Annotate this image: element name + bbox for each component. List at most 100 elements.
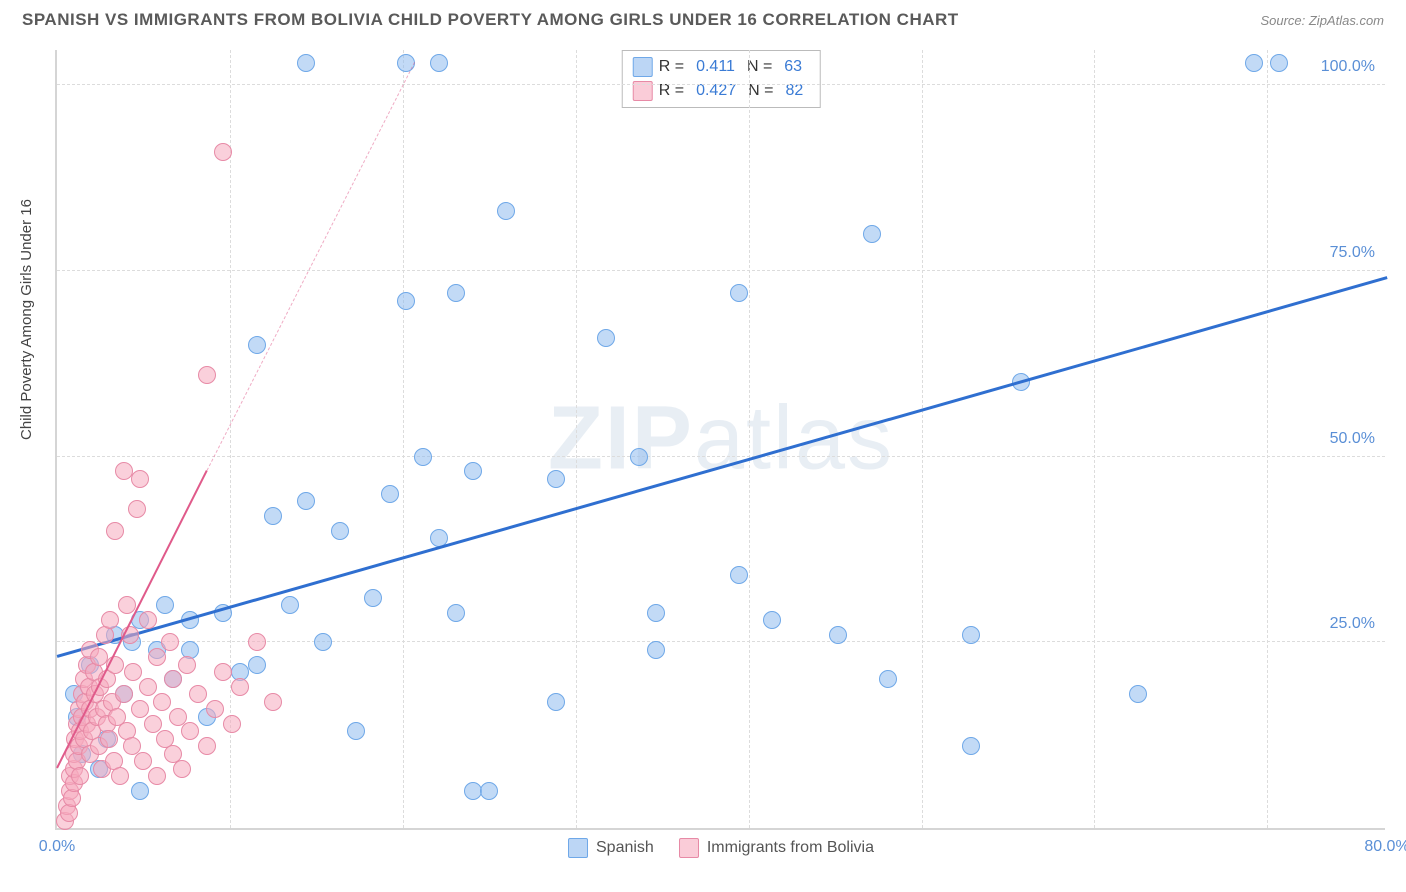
data-point [161,633,179,651]
data-point [139,678,157,696]
data-point [100,730,118,748]
data-point [962,626,980,644]
data-point [206,700,224,718]
correlation-legend: R = 0.411 N = 63 R =0.427N =82 [622,50,821,108]
data-point [364,589,382,607]
legend-label: Spanish [596,839,654,857]
data-point [164,670,182,688]
data-point [198,737,216,755]
data-point [397,292,415,310]
series-legend: Spanish Immigrants from Bolivia [568,838,874,858]
gridline-h [57,84,1385,85]
data-point [173,760,191,778]
data-point [124,663,142,681]
data-point [879,670,897,688]
data-point [156,596,174,614]
data-point [131,700,149,718]
data-point [115,685,133,703]
y-tick-label: 50.0% [1330,430,1375,448]
data-point [1270,54,1288,72]
y-tick-label: 25.0% [1330,615,1375,633]
y-tick-label: 100.0% [1321,58,1375,76]
gridline-v [230,50,231,828]
data-point [131,470,149,488]
data-point [153,693,171,711]
x-tick-label: 80.0% [1364,838,1406,856]
data-point [447,284,465,302]
data-point [248,336,266,354]
legend-swatch [633,57,653,77]
data-point [480,782,498,800]
data-point [414,448,432,466]
data-point [863,225,881,243]
data-point [139,611,157,629]
data-point [106,522,124,540]
data-point [178,656,196,674]
data-point [314,633,332,651]
data-point [264,693,282,711]
data-point [962,737,980,755]
data-point [464,462,482,480]
gridline-v [749,50,750,828]
r-label: R = [659,58,684,76]
data-point [497,202,515,220]
data-point [115,462,133,480]
gridline-v [922,50,923,828]
gridline-v [1267,50,1268,828]
data-point [148,767,166,785]
gridline-v [576,50,577,828]
data-point [214,143,232,161]
data-point [181,722,199,740]
data-point [248,633,266,651]
y-axis-label: Child Poverty Among Girls Under 16 [18,199,35,440]
legend-row: R =0.427N =82 [633,79,810,103]
r-value: 0.411 [696,58,735,76]
n-value: 63 [784,58,802,76]
data-point [281,596,299,614]
data-point [248,656,266,674]
trend-line [57,276,1388,657]
data-point [647,604,665,622]
trend-line-extension [206,62,415,471]
data-point [381,485,399,503]
data-point [547,693,565,711]
gridline-h [57,456,1385,457]
data-point [111,767,129,785]
header: SPANISH VS IMMIGRANTS FROM BOLIVIA CHILD… [0,0,1406,34]
legend-item: Immigrants from Bolivia [679,838,874,858]
legend-item: Spanish [568,838,654,858]
scatter-chart: ZIPatlas R =0.411N =63R =0.427N =82 Span… [55,50,1385,830]
data-point [464,782,482,800]
data-point [547,470,565,488]
data-point [189,685,207,703]
legend-swatch [679,838,699,858]
data-point [90,648,108,666]
data-point [1245,54,1263,72]
data-point [264,507,282,525]
data-point [148,648,166,666]
chart-title: SPANISH VS IMMIGRANTS FROM BOLIVIA CHILD… [22,10,959,30]
source-attribution: Source: ZipAtlas.com [1260,13,1384,28]
gridline-v [1094,50,1095,828]
data-point [347,722,365,740]
data-point [1129,685,1147,703]
data-point [297,492,315,510]
data-point [223,715,241,733]
data-point [647,641,665,659]
data-point [118,596,136,614]
data-point [829,626,847,644]
data-point [630,448,648,466]
y-tick-label: 75.0% [1330,244,1375,262]
n-label: N = [747,58,772,76]
data-point [297,54,315,72]
data-point [730,566,748,584]
data-point [128,500,146,518]
data-point [597,329,615,347]
legend-swatch [568,838,588,858]
data-point [231,678,249,696]
gridline-v [403,50,404,828]
data-point [447,604,465,622]
legend-row: R = 0.411 N = 63 [633,55,810,79]
data-point [763,611,781,629]
data-point [131,782,149,800]
